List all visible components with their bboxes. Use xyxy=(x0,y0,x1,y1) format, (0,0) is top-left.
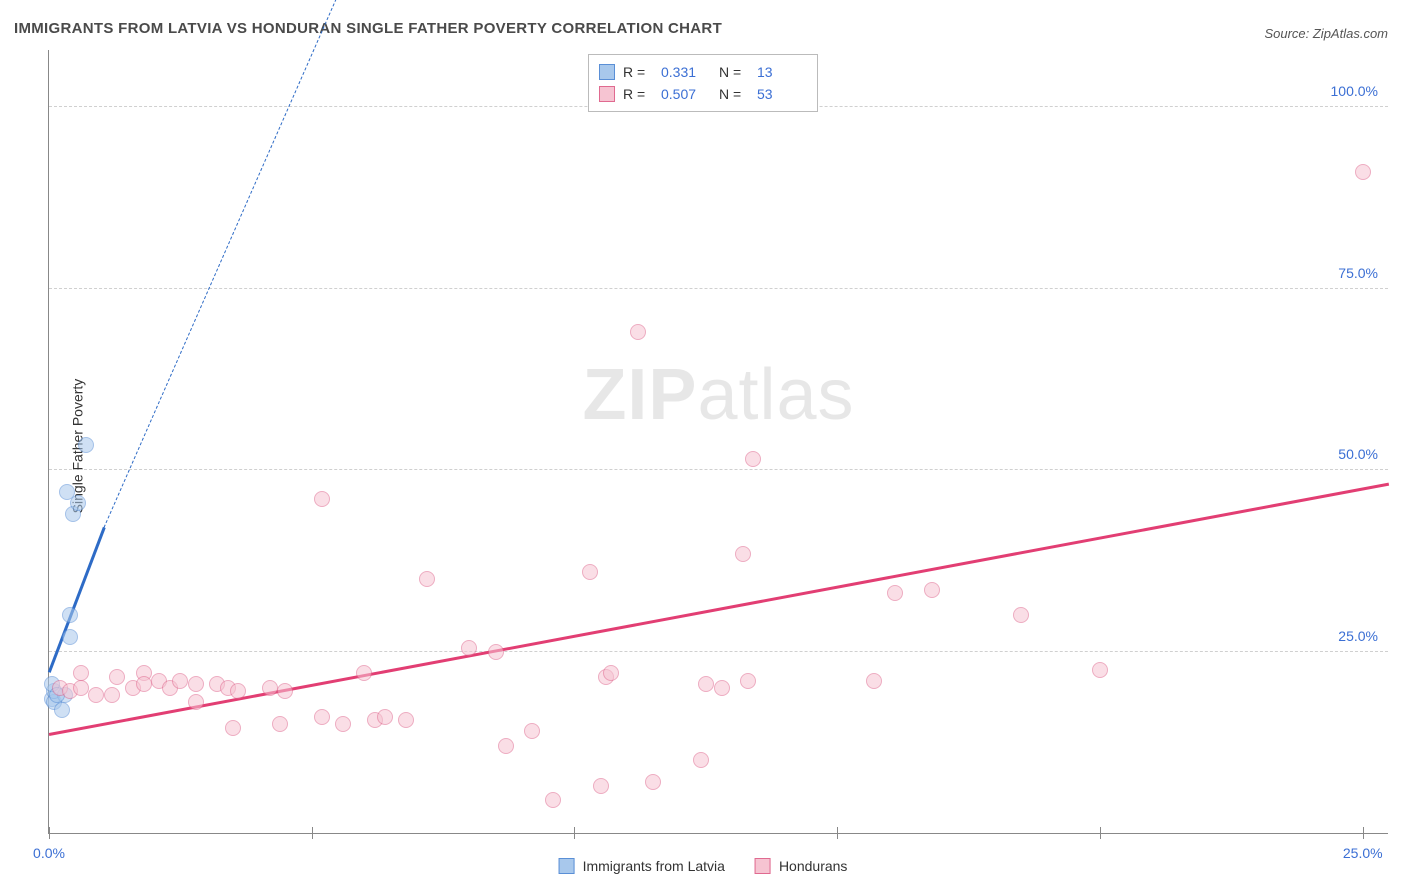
data-point xyxy=(603,665,619,681)
source-attribution: Source: ZipAtlas.com xyxy=(1264,26,1388,41)
data-point xyxy=(698,676,714,692)
data-point xyxy=(73,665,89,681)
data-point xyxy=(172,673,188,689)
x-tick-mark xyxy=(49,827,50,839)
data-point xyxy=(88,687,104,703)
data-point xyxy=(78,437,94,453)
legend-swatch xyxy=(559,858,575,874)
data-point xyxy=(188,694,204,710)
data-point xyxy=(356,665,372,681)
gridline-horizontal xyxy=(49,469,1388,470)
y-tick-label: 50.0% xyxy=(1338,446,1378,462)
data-point xyxy=(314,491,330,507)
data-point xyxy=(630,324,646,340)
gridline-horizontal xyxy=(49,288,1388,289)
watermark: ZIPatlas xyxy=(582,354,854,436)
data-point xyxy=(593,778,609,794)
scatter-plot-area: ZIPatlas 25.0%50.0%75.0%100.0%0.0%25.0% xyxy=(48,50,1388,834)
data-point xyxy=(498,738,514,754)
legend-n-label: N = xyxy=(719,61,749,83)
legend-label: Hondurans xyxy=(779,858,848,874)
legend-item: Immigrants from Latvia xyxy=(559,858,725,874)
data-point xyxy=(230,683,246,699)
legend-r-value: 0.331 xyxy=(661,61,711,83)
data-point xyxy=(866,673,882,689)
data-point xyxy=(73,680,89,696)
y-tick-label: 75.0% xyxy=(1338,265,1378,281)
data-point xyxy=(1355,164,1371,180)
x-tick-mark xyxy=(574,827,575,839)
data-point xyxy=(1013,607,1029,623)
data-point xyxy=(398,712,414,728)
y-tick-label: 100.0% xyxy=(1331,83,1378,99)
data-point xyxy=(740,673,756,689)
x-tick-mark xyxy=(312,827,313,839)
data-point xyxy=(62,629,78,645)
data-point xyxy=(461,640,477,656)
correlation-legend: R = 0.331 N = 13 R = 0.507 N = 53 xyxy=(588,54,818,112)
x-tick-label: 25.0% xyxy=(1343,845,1383,861)
legend-n-label: N = xyxy=(719,83,749,105)
data-point xyxy=(924,582,940,598)
data-point xyxy=(645,774,661,790)
data-point xyxy=(62,607,78,623)
data-point xyxy=(419,571,435,587)
data-point xyxy=(104,687,120,703)
data-point xyxy=(188,676,204,692)
data-point xyxy=(582,564,598,580)
data-point xyxy=(377,709,393,725)
x-tick-label: 0.0% xyxy=(33,845,65,861)
legend-n-value: 13 xyxy=(757,61,807,83)
data-point xyxy=(225,720,241,736)
data-point xyxy=(693,752,709,768)
data-point xyxy=(524,723,540,739)
data-point xyxy=(735,546,751,562)
data-point xyxy=(545,792,561,808)
x-tick-mark xyxy=(1363,827,1364,839)
legend-r-value: 0.507 xyxy=(661,83,711,105)
series-legend: Immigrants from Latvia Hondurans xyxy=(559,858,848,874)
legend-row: R = 0.331 N = 13 xyxy=(599,61,807,83)
data-point xyxy=(314,709,330,725)
data-point xyxy=(272,716,288,732)
data-point xyxy=(262,680,278,696)
legend-r-label: R = xyxy=(623,61,653,83)
data-point xyxy=(54,702,70,718)
legend-row: R = 0.507 N = 53 xyxy=(599,83,807,105)
legend-swatch xyxy=(755,858,771,874)
data-point xyxy=(277,683,293,699)
data-point xyxy=(887,585,903,601)
legend-label: Immigrants from Latvia xyxy=(583,858,725,874)
gridline-horizontal xyxy=(49,651,1388,652)
data-point xyxy=(335,716,351,732)
data-point xyxy=(488,644,504,660)
legend-swatch xyxy=(599,64,615,80)
data-point xyxy=(1092,662,1108,678)
data-point xyxy=(59,484,75,500)
data-point xyxy=(714,680,730,696)
chart-title: IMMIGRANTS FROM LATVIA VS HONDURAN SINGL… xyxy=(14,20,722,37)
legend-swatch xyxy=(599,86,615,102)
y-tick-label: 25.0% xyxy=(1338,628,1378,644)
data-point xyxy=(109,669,125,685)
x-tick-mark xyxy=(1100,827,1101,839)
legend-r-label: R = xyxy=(623,83,653,105)
legend-n-value: 53 xyxy=(757,83,807,105)
trend-line xyxy=(49,482,1389,735)
data-point xyxy=(136,676,152,692)
trend-line-extrapolated xyxy=(104,0,433,528)
data-point xyxy=(745,451,761,467)
x-tick-mark xyxy=(837,827,838,839)
legend-item: Hondurans xyxy=(755,858,848,874)
